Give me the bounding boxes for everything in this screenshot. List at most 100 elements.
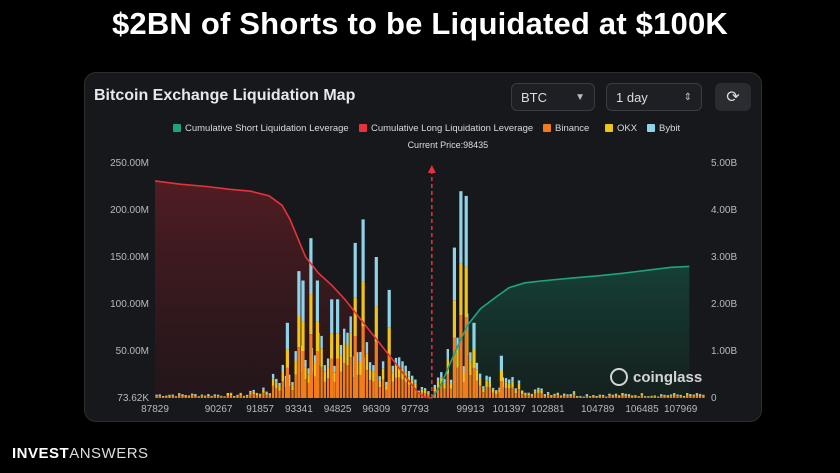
bar-okx bbox=[223, 396, 226, 398]
bar-binance bbox=[304, 379, 307, 398]
bar-bybit bbox=[291, 382, 294, 386]
bar-binance bbox=[210, 397, 213, 398]
updown-icon: ⇕ bbox=[683, 91, 692, 103]
bar-bybit bbox=[313, 355, 317, 364]
bar-binance bbox=[213, 396, 216, 398]
peak-bar-bybit bbox=[285, 322, 289, 350]
bar-okx bbox=[365, 353, 369, 371]
bar-okx bbox=[414, 383, 417, 389]
bar-bybit bbox=[320, 335, 323, 349]
bar-bybit bbox=[569, 394, 572, 395]
range-select[interactable]: 1 day ⇕ bbox=[606, 83, 702, 111]
bar-binance bbox=[663, 396, 666, 398]
peak-bar-bybit bbox=[353, 242, 357, 298]
bar-binance bbox=[174, 397, 178, 398]
bar-okx bbox=[239, 393, 242, 396]
bar-bybit bbox=[304, 360, 307, 368]
bar-binance bbox=[223, 397, 226, 398]
refresh-button[interactable]: ⟳ bbox=[715, 83, 751, 111]
bar-binance bbox=[550, 396, 553, 398]
bar-binance bbox=[537, 392, 540, 398]
bar-binance bbox=[676, 396, 679, 398]
bar-okx bbox=[627, 394, 631, 397]
legend-label: OKX bbox=[617, 123, 638, 134]
bar-okx bbox=[242, 396, 246, 397]
bar-binance bbox=[491, 393, 495, 398]
bar-okx bbox=[200, 395, 204, 397]
bar-binance bbox=[621, 395, 624, 398]
coinglass-watermark: coinglass bbox=[633, 369, 702, 386]
bar-bybit bbox=[307, 368, 310, 375]
bar-binance bbox=[504, 388, 508, 398]
bar-okx bbox=[689, 394, 692, 396]
bar-binance bbox=[220, 396, 223, 398]
bar-bybit bbox=[333, 365, 336, 373]
peak-bar-binance bbox=[297, 347, 301, 398]
bar-binance bbox=[391, 381, 394, 398]
bar-okx bbox=[333, 372, 336, 382]
bar-okx bbox=[255, 393, 259, 396]
bar-okx bbox=[181, 395, 184, 397]
bar-okx bbox=[647, 396, 650, 398]
bar-okx bbox=[249, 392, 252, 395]
bar-bybit bbox=[278, 383, 281, 386]
bar-okx bbox=[446, 358, 449, 374]
bar-okx bbox=[537, 389, 540, 393]
bar-binance bbox=[624, 395, 627, 398]
bar-okx bbox=[258, 394, 262, 396]
bar-okx bbox=[563, 394, 566, 396]
bar-binance bbox=[398, 377, 401, 398]
bar-binance bbox=[417, 394, 420, 398]
bar-bybit bbox=[702, 394, 705, 396]
peak-bar-bybit bbox=[309, 238, 313, 295]
bar-okx bbox=[546, 393, 550, 395]
bar-binance bbox=[281, 381, 284, 398]
bar-okx bbox=[614, 394, 618, 396]
bar-okx bbox=[475, 369, 479, 381]
bar-bybit bbox=[343, 328, 346, 343]
bar-binance bbox=[666, 396, 669, 398]
bar-binance bbox=[216, 396, 220, 398]
bar-binance bbox=[414, 388, 417, 398]
bar-binance bbox=[207, 396, 210, 398]
symbol-select[interactable]: BTC ▼ bbox=[511, 83, 595, 111]
bar-binance bbox=[343, 363, 346, 398]
legend-label: Bybit bbox=[659, 123, 680, 134]
bar-binance bbox=[495, 394, 498, 398]
bar-binance bbox=[161, 397, 165, 398]
bar-okx bbox=[656, 396, 660, 398]
bar-binance bbox=[533, 393, 537, 398]
bar-binance bbox=[475, 380, 479, 398]
bar-binance bbox=[488, 387, 491, 398]
bar-binance bbox=[469, 375, 472, 398]
bar-okx bbox=[326, 366, 330, 379]
bar-okx bbox=[631, 396, 634, 397]
bar-bybit bbox=[614, 393, 618, 395]
bar-binance bbox=[446, 373, 449, 398]
bar-bybit bbox=[236, 394, 239, 396]
bar-binance bbox=[598, 396, 601, 398]
bar-bybit bbox=[258, 393, 262, 395]
bar-bybit bbox=[634, 395, 637, 396]
bar-binance bbox=[524, 395, 527, 398]
bar-bybit bbox=[203, 395, 207, 397]
bar-binance bbox=[278, 390, 281, 398]
bar-okx bbox=[530, 394, 534, 396]
bar-bybit bbox=[168, 394, 171, 396]
bar-binance bbox=[592, 396, 595, 398]
bar-okx bbox=[411, 380, 414, 387]
bar-okx bbox=[187, 395, 191, 397]
bar-okx bbox=[220, 396, 223, 397]
peak-bar-okx bbox=[374, 306, 378, 342]
bar-okx bbox=[275, 382, 278, 389]
x-tick: 107969 bbox=[664, 404, 698, 415]
bar-binance bbox=[346, 365, 349, 398]
bar-okx bbox=[401, 368, 404, 380]
bar-okx bbox=[394, 365, 398, 378]
y-left-tick: 50.00M bbox=[116, 346, 149, 357]
bar-binance bbox=[381, 379, 385, 398]
legend-swatch bbox=[543, 124, 551, 132]
liquidation-map-card: Current Price:98435 73.62K 50.00M 100.00M 1… bbox=[84, 72, 762, 422]
y-right-tick: 1.00B bbox=[711, 346, 737, 357]
bar-binance bbox=[698, 396, 702, 398]
